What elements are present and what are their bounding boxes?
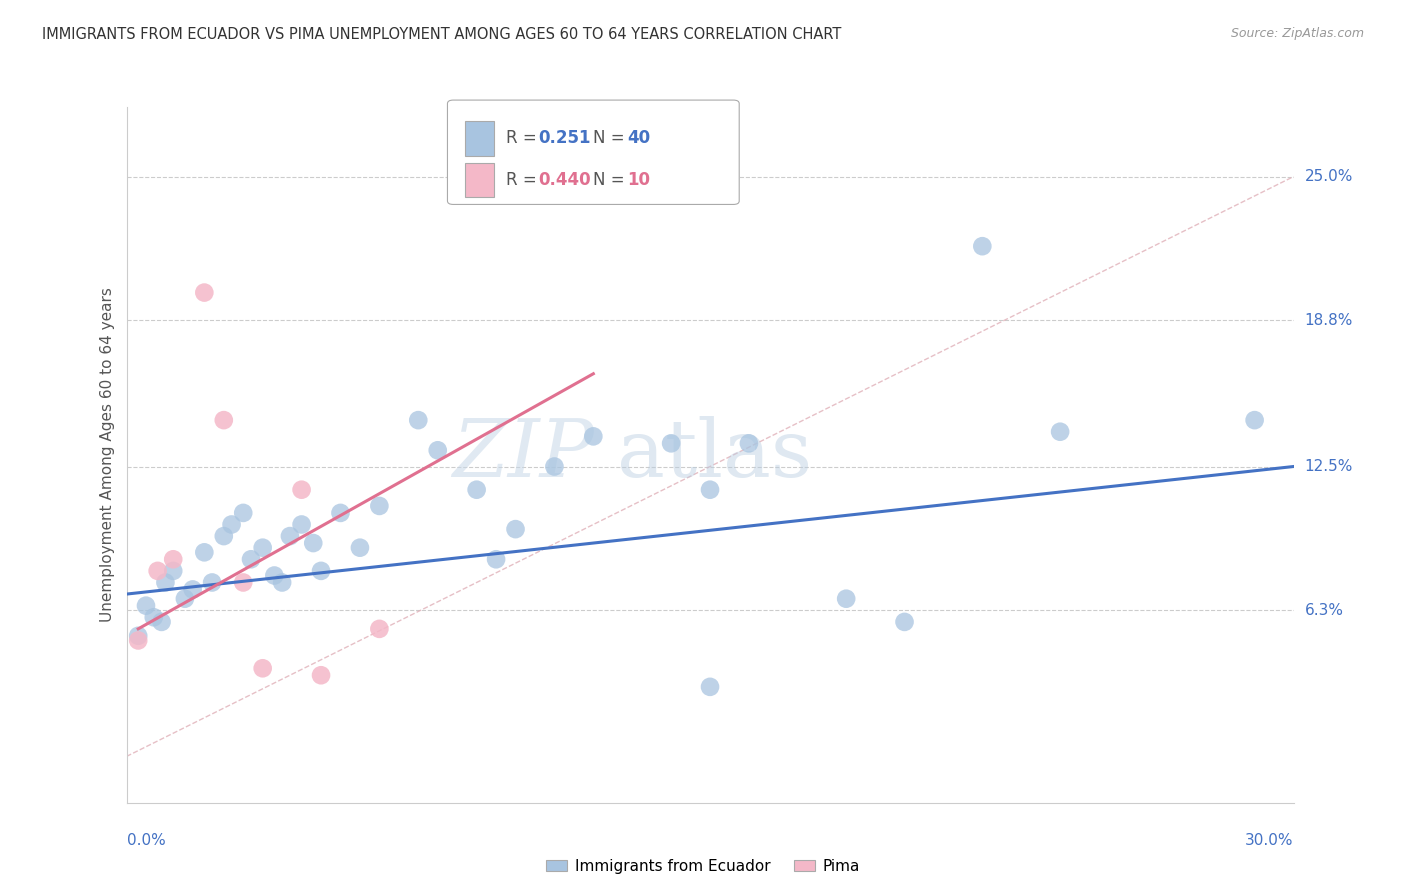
Point [893,615,915,629]
Text: IMMIGRANTS FROM ECUADOR VS PIMA UNEMPLOYMENT AMONG AGES 60 TO 64 YEARS CORRELATI: IMMIGRANTS FROM ECUADOR VS PIMA UNEMPLOY… [42,27,842,42]
FancyBboxPatch shape [465,121,494,156]
Point [738,436,761,450]
Text: N =: N = [593,129,630,147]
Point [162,552,184,566]
Point [582,429,605,443]
Point [212,529,235,543]
Point [193,285,215,300]
Text: 0.251: 0.251 [538,129,591,147]
Point [271,575,294,590]
Point [290,483,312,497]
Point [278,529,301,543]
Text: atlas: atlas [617,416,811,494]
Text: 18.8%: 18.8% [1305,313,1353,328]
Point [181,582,204,597]
Point [699,483,721,497]
Point [135,599,157,613]
Point [162,564,184,578]
Point [972,239,994,253]
Text: ZIP: ZIP [451,417,593,493]
Point [426,443,449,458]
Text: 25.0%: 25.0% [1305,169,1353,184]
Point [465,483,488,497]
Point [1243,413,1265,427]
Point [543,459,565,474]
Point [252,541,274,555]
Text: 0.0%: 0.0% [127,833,166,848]
Point [146,564,169,578]
Text: R =: R = [506,171,541,189]
Point [699,680,721,694]
FancyBboxPatch shape [447,100,740,204]
Point [349,541,371,555]
Point [309,668,332,682]
Point [368,499,391,513]
Text: 6.3%: 6.3% [1305,603,1344,618]
Point [201,575,224,590]
Text: Source: ZipAtlas.com: Source: ZipAtlas.com [1230,27,1364,40]
Point [408,413,430,427]
Point [155,575,177,590]
Point [232,575,254,590]
FancyBboxPatch shape [465,162,494,197]
Point [485,552,508,566]
Point [263,568,285,582]
Legend: Immigrants from Ecuador, Pima: Immigrants from Ecuador, Pima [540,853,866,880]
Point [232,506,254,520]
Text: N =: N = [593,171,630,189]
Point [240,552,263,566]
Point [127,629,149,643]
Point [309,564,332,578]
Text: 40: 40 [627,129,651,147]
Point [659,436,682,450]
Point [835,591,858,606]
Point [368,622,391,636]
Text: 10: 10 [627,171,650,189]
Point [142,610,165,624]
Point [221,517,243,532]
Point [174,591,197,606]
Text: 0.440: 0.440 [538,171,591,189]
Text: 30.0%: 30.0% [1246,833,1294,848]
Point [1049,425,1071,439]
Point [193,545,215,559]
Point [290,517,312,532]
Point [505,522,527,536]
Text: R =: R = [506,129,541,147]
Y-axis label: Unemployment Among Ages 60 to 64 years: Unemployment Among Ages 60 to 64 years [100,287,115,623]
Point [329,506,352,520]
Point [252,661,274,675]
Point [212,413,235,427]
Point [150,615,173,629]
Point [127,633,149,648]
Text: 12.5%: 12.5% [1305,459,1353,474]
Point [302,536,325,550]
